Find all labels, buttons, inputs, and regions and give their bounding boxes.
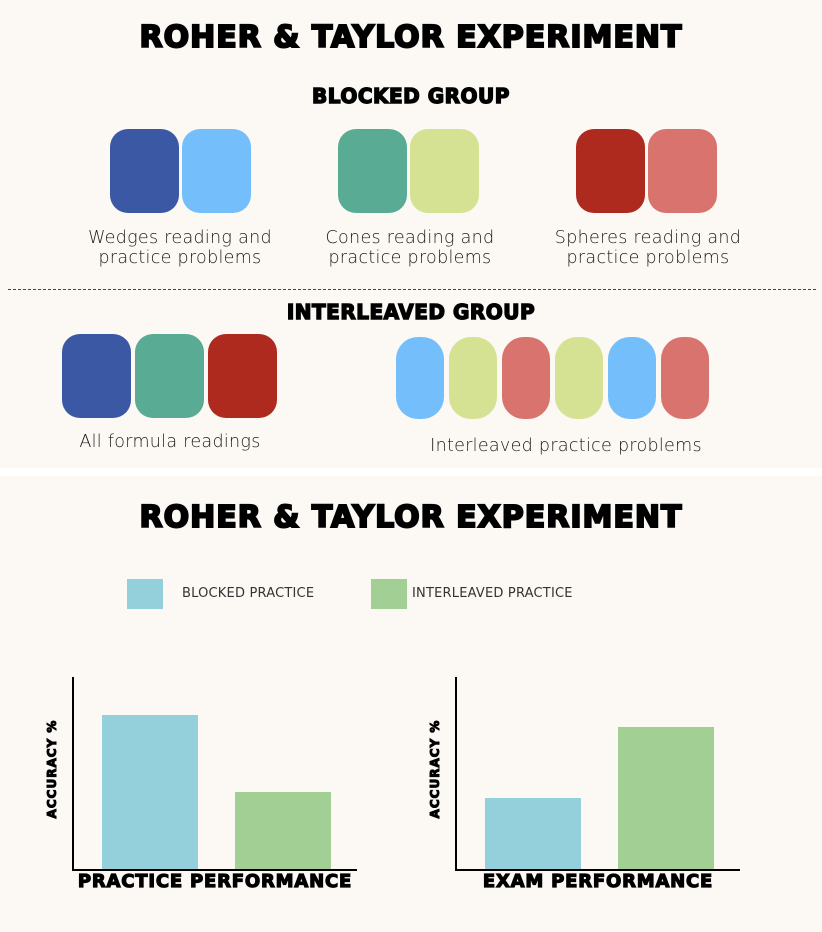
- practice-label: Interleaved practice problems: [430, 436, 702, 456]
- cones-reading-block: [338, 129, 407, 213]
- results-charts: ROHER & TAYLOR EXPERIMENT BLOCKED PRACTI…: [0, 476, 822, 932]
- spheres-label-line1: Spheres reading and: [554, 228, 742, 248]
- wedges-label: Wedges reading and practice problems: [70, 228, 290, 268]
- y-axis: [72, 677, 74, 870]
- legend-label-interleaved: INTERLEAVED PRACTICE: [412, 586, 573, 601]
- exam-performance-chart: ACCURACY % EXAM PERFORMANCE: [413, 666, 773, 906]
- bar-blocked-practice: [485, 797, 581, 869]
- interleaved-group-heading: INTERLEAVED GROUP: [286, 299, 536, 324]
- legend-swatch-interleaved: [371, 579, 407, 609]
- readings-label: All formula readings: [79, 432, 261, 452]
- reading-block-3: [208, 334, 277, 418]
- practice-block-6: [661, 337, 709, 419]
- spheres-reading-block: [576, 129, 645, 213]
- cones-practice-block: [410, 129, 479, 213]
- spheres-practice-block: [648, 129, 717, 213]
- bar-interleaved-practice: [235, 792, 331, 869]
- practice-block-4: [555, 337, 603, 419]
- y-axis-label: ACCURACY %: [45, 719, 60, 819]
- x-axis: [455, 869, 740, 871]
- x-axis-label: EXAM PERFORMANCE: [482, 870, 714, 892]
- practice-block-5: [608, 337, 656, 419]
- wedges-practice-block: [182, 129, 251, 213]
- wedges-reading-block: [110, 129, 179, 213]
- cones-label-line1: Cones reading and: [325, 228, 495, 248]
- blocked-vs-interleaved-diagram: ROHER & TAYLOR EXPERIMENT BLOCKED GROUP …: [8, 19, 816, 456]
- legend-label-blocked: BLOCKED PRACTICE: [182, 586, 315, 601]
- cones-label: Cones reading and practice problems: [300, 228, 520, 268]
- practice-performance-chart: ACCURACY % PRACTICE PERFORMANCE: [30, 666, 390, 906]
- diagram-title: ROHER & TAYLOR EXPERIMENT: [139, 19, 683, 56]
- reading-block-2: [135, 334, 204, 418]
- reading-block-1: [62, 334, 131, 418]
- bar-blocked-practice: [102, 715, 198, 869]
- y-axis-label: ACCURACY %: [428, 719, 443, 819]
- bar-interleaved-practice: [618, 726, 714, 869]
- cones-label-line2: practice problems: [328, 248, 492, 268]
- y-axis: [455, 677, 457, 870]
- practice-block-2: [449, 337, 497, 419]
- wedges-label-line2: practice problems: [98, 248, 262, 268]
- legend-swatch-blocked: [127, 579, 163, 609]
- blocked-group-heading: BLOCKED GROUP: [311, 83, 510, 108]
- x-axis: [72, 869, 357, 871]
- spheres-label: Spheres reading and practice problems: [536, 228, 760, 268]
- group-divider: [8, 289, 816, 290]
- spheres-label-line2: practice problems: [566, 248, 730, 268]
- wedges-label-line1: Wedges reading and: [88, 228, 272, 248]
- results-title: ROHER & TAYLOR EXPERIMENT: [139, 499, 683, 536]
- x-axis-label: PRACTICE PERFORMANCE: [77, 870, 353, 892]
- practice-block-1: [396, 337, 444, 419]
- practice-block-3: [502, 337, 550, 419]
